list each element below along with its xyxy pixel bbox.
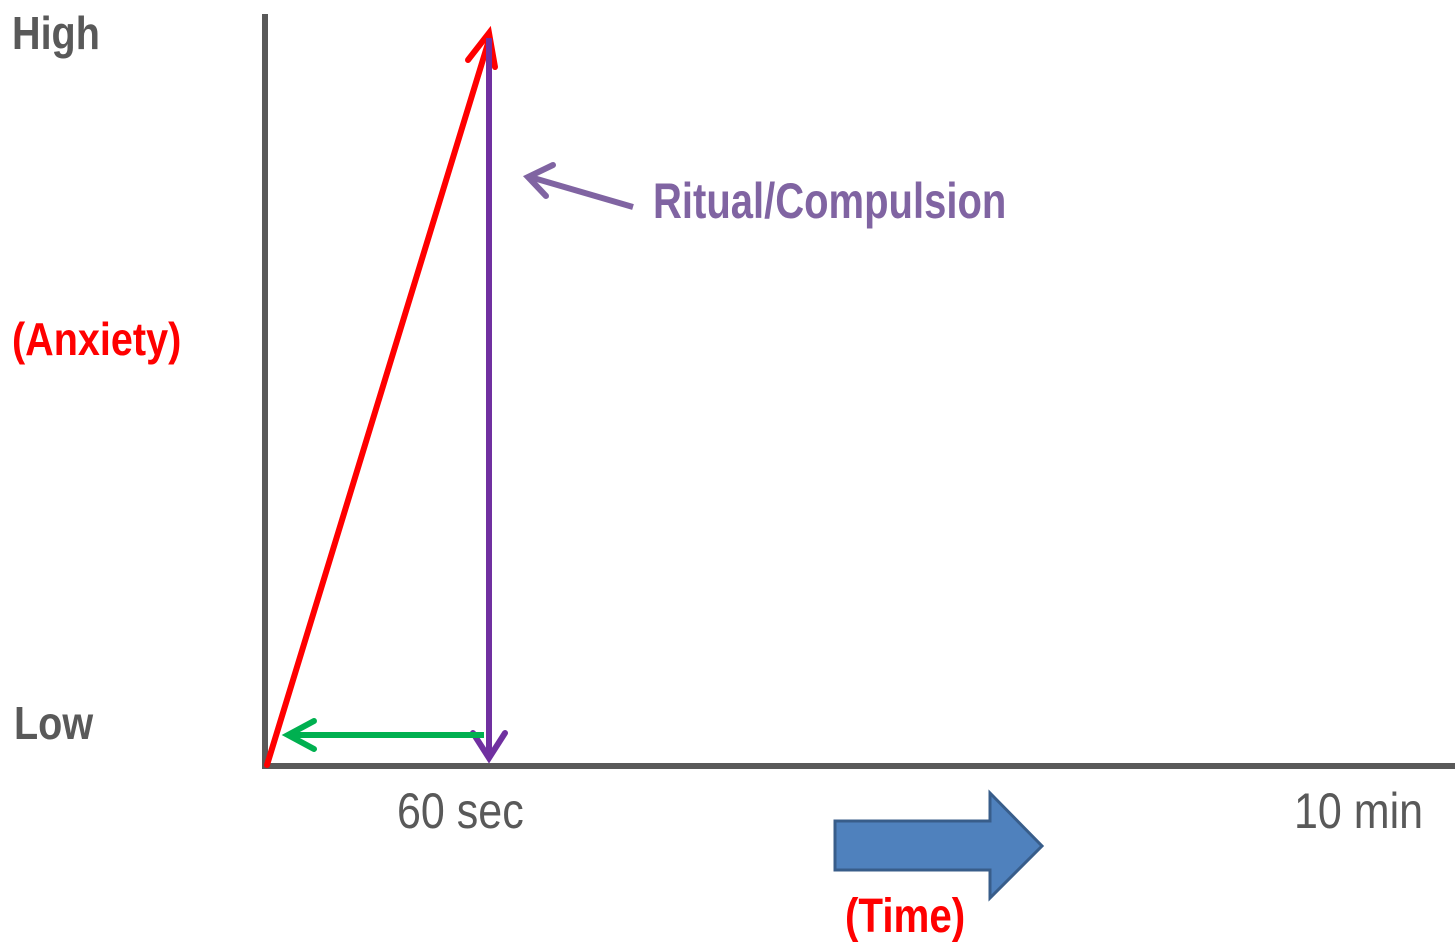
ritual-drop-arrow [470,38,508,764]
return-to-low-arrow [281,718,484,752]
x-tick-60-sec: 60 sec [397,783,524,839]
time-block-arrow [833,789,1045,902]
x-tick-10-min: 10 min [1294,783,1424,839]
y-axis-high-label: High [12,7,100,59]
x-axis-title: (Time) [845,890,966,943]
y-axis-low-label: Low [14,697,94,749]
anxiety-rise-arrow [264,25,498,768]
ritual-compulsion-label: Ritual/Compulsion [653,173,1007,229]
ritual-pointer-arrow [522,162,634,210]
y-axis-title: (Anxiety) [12,313,182,365]
